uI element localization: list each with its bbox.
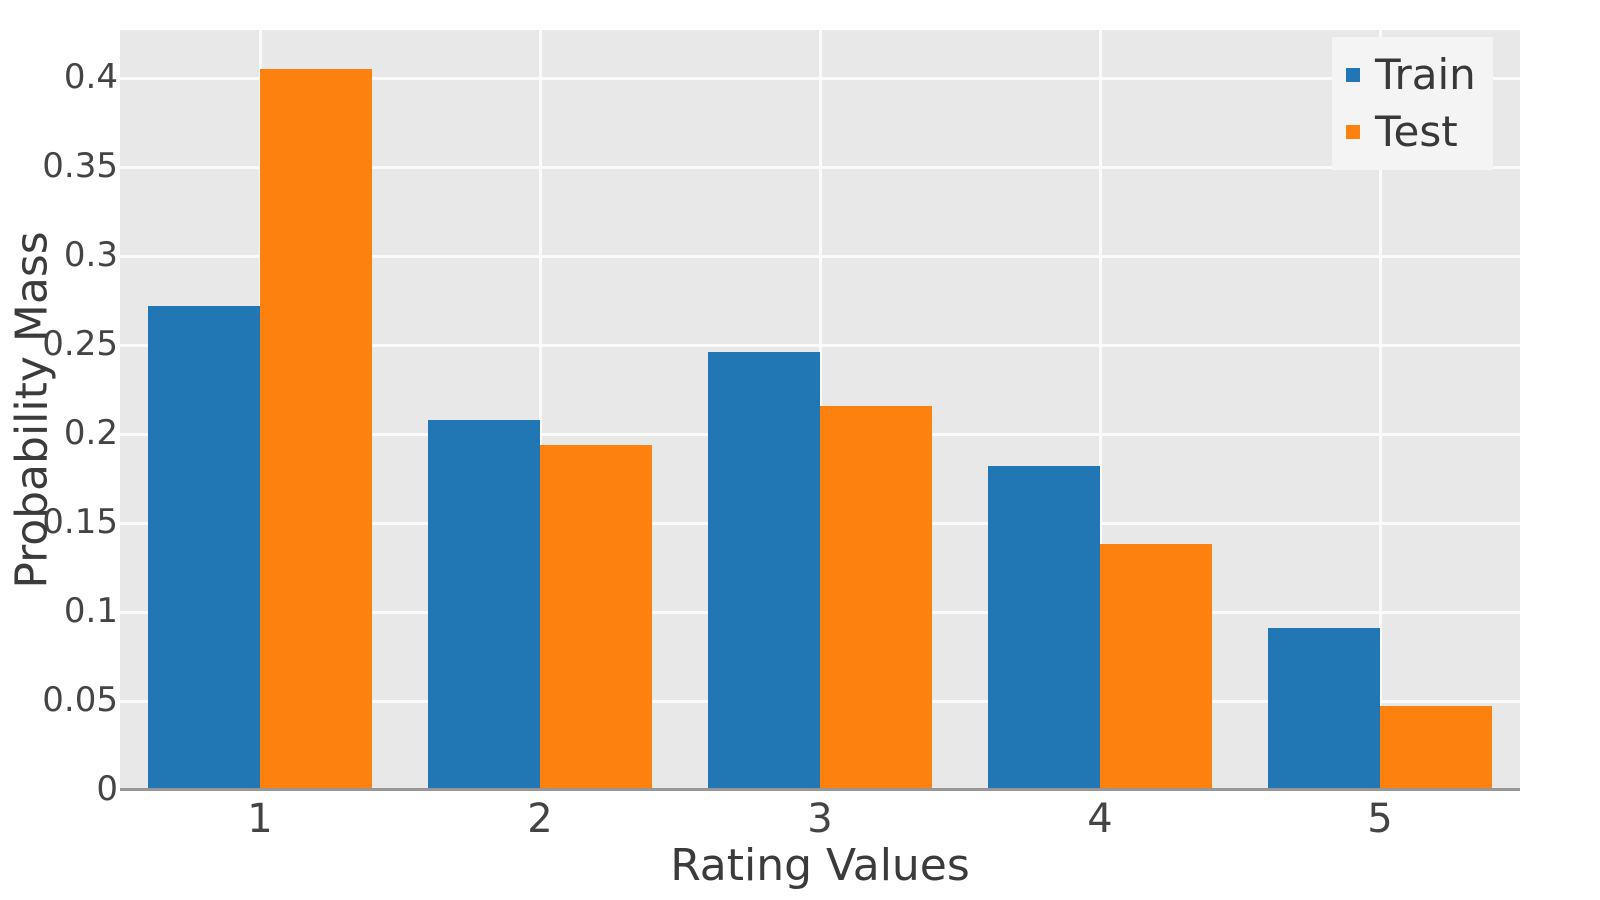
- bar-test-3: [820, 405, 932, 790]
- gridline-x-4: [1098, 30, 1102, 790]
- bar-train-1: [148, 305, 260, 790]
- y-tick-label-0.05: 0.05: [42, 680, 118, 721]
- bar-train-3: [708, 352, 820, 790]
- bar-test-1: [260, 69, 372, 790]
- x-axis-title: Rating Values: [670, 840, 970, 891]
- gridline-x-2: [538, 30, 542, 790]
- legend-swatch-test-icon: [1346, 124, 1360, 139]
- legend-label-train: Train: [1375, 50, 1476, 100]
- x-tick-label-1: 1: [247, 796, 273, 842]
- x-tick-label-2: 2: [527, 796, 553, 842]
- bar-test-5: [1380, 706, 1492, 790]
- y-tick-label-0.2: 0.2: [63, 413, 118, 454]
- bar-train-4: [988, 466, 1100, 790]
- gridline-y-0.25: [120, 343, 1520, 347]
- y-axis-title: Probability Mass: [6, 231, 58, 589]
- gridline-x-5: [1378, 30, 1382, 790]
- x-tick-label-4: 4: [1087, 796, 1113, 842]
- bar-test-4: [1100, 544, 1212, 790]
- plot-area: [120, 30, 1520, 790]
- y-tick-label-0.15: 0.15: [42, 502, 118, 543]
- x-axis-line: [120, 788, 1520, 791]
- bar-test-2: [540, 444, 652, 790]
- y-tick-label-0.25: 0.25: [42, 324, 118, 365]
- gridline-y-0.4: [120, 76, 1520, 80]
- x-tick-label-3: 3: [807, 796, 833, 842]
- bar-train-2: [428, 419, 540, 790]
- y-tick-label-0.1: 0.1: [63, 591, 118, 632]
- y-tick-label-0.35: 0.35: [42, 146, 118, 187]
- gridline-y-0.3: [120, 254, 1520, 258]
- y-tick-label-0.3: 0.3: [63, 235, 118, 276]
- legend: Train Test: [1332, 37, 1493, 170]
- legend-item-train: Train: [1346, 52, 1493, 98]
- legend-label-test: Test: [1375, 106, 1458, 156]
- y-tick-label-0.4: 0.4: [63, 57, 118, 98]
- bar-train-5: [1268, 628, 1380, 790]
- gridline-y-0.35: [120, 165, 1520, 169]
- x-tick-label-5: 5: [1367, 796, 1393, 842]
- legend-item-test: Test: [1346, 106, 1493, 156]
- y-tick-label-0: 0: [96, 769, 118, 810]
- legend-swatch-train-icon: [1346, 68, 1360, 83]
